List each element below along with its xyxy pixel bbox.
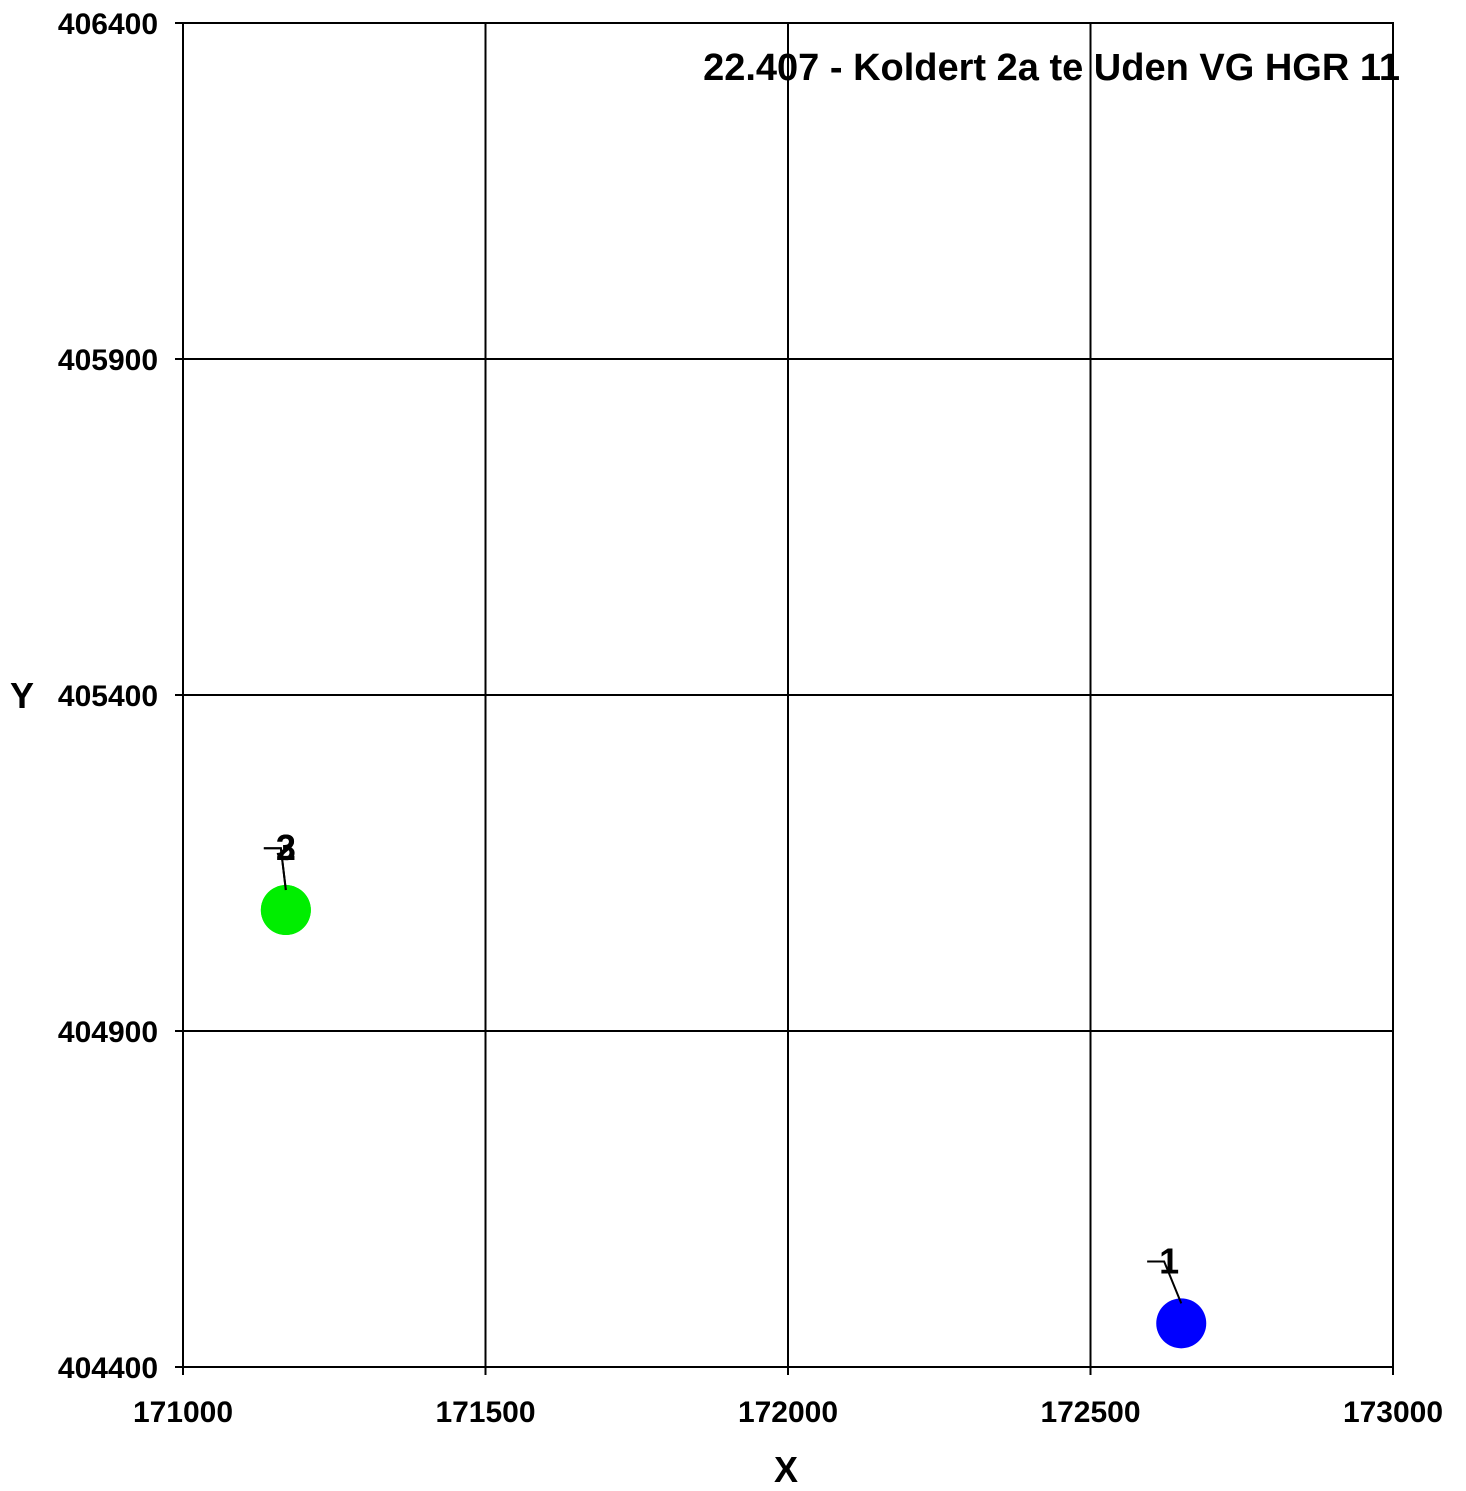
label-leader-line <box>263 847 287 891</box>
x-tick-label: 172500 <box>1040 1396 1140 1429</box>
point-label: 3 <box>276 827 296 868</box>
point-labels: 1 23 <box>263 827 1183 1304</box>
y-tick-label: 404900 <box>58 1016 158 1049</box>
y-tick-labels: 404400 404900 405400 405900 406400 <box>58 8 158 1385</box>
data-point <box>260 885 311 936</box>
x-tick-label: 171500 <box>435 1396 535 1429</box>
point-label: 2 <box>276 827 296 868</box>
chart-title: 22.407 - Koldert 2a te Uden VG HGR 11 <box>703 47 1400 89</box>
y-tick-label: 405400 <box>58 680 158 713</box>
x-tick-label: 171000 <box>133 1396 233 1429</box>
point-label: 1 <box>1159 1240 1179 1281</box>
plot-area-frame <box>182 22 1394 1368</box>
y-tick-label: 406400 <box>58 8 158 41</box>
x-tick-label: 173000 <box>1343 1396 1443 1429</box>
label-leader-line <box>1147 1260 1183 1304</box>
x-tick-label: 172000 <box>738 1396 838 1429</box>
y-tick-label: 404400 <box>58 1352 158 1385</box>
x-axis-title: X <box>774 1449 798 1490</box>
grid-layer <box>175 22 1394 1375</box>
y-axis-title: Y <box>10 675 34 716</box>
y-tick-label: 405900 <box>58 344 158 377</box>
data-point <box>1156 1298 1207 1349</box>
x-tick-labels: 171000 171500 172000 172500 173000 <box>133 1396 1443 1429</box>
data-points <box>260 885 1207 1349</box>
